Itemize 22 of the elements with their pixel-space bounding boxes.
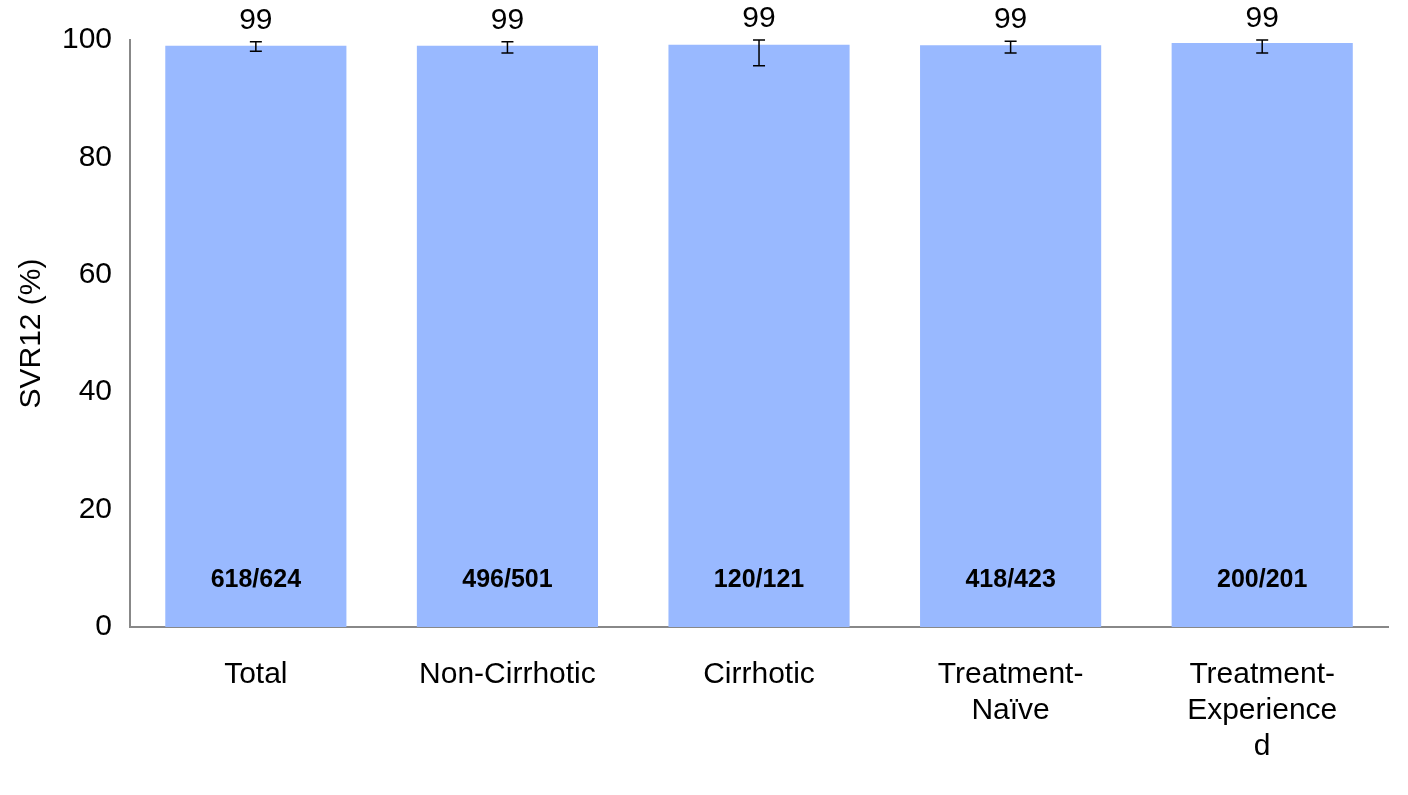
annotation: 120/121	[713, 563, 805, 592]
y-tick-label: 40	[78, 373, 113, 407]
y-tick-label: 80	[78, 138, 113, 172]
y-tick-label: 60	[78, 256, 113, 290]
y-tick-label: 100	[61, 21, 113, 55]
annotation: 618/624	[210, 563, 302, 592]
x-tick-label: Total	[224, 656, 288, 690]
data-label: 99	[1245, 0, 1279, 34]
annotation: 200/201	[1217, 563, 1308, 592]
x-tick-label: Treatment- Experience d	[1187, 656, 1338, 762]
data-label: 99	[993, 1, 1028, 35]
annotation: 418/423	[965, 563, 1056, 592]
y-tick-label: 0	[95, 608, 113, 642]
data-label: 99	[239, 2, 273, 36]
y-axis-title: SVR12 (%)	[13, 258, 47, 409]
data-label: 99	[490, 2, 525, 36]
x-tick-label: Treatment- Naïve	[937, 656, 1084, 726]
data-label: 99	[742, 0, 776, 34]
y-tick-label: 20	[78, 490, 113, 524]
x-tick-label: Non-Cirrhotic	[419, 656, 596, 690]
annotation: 496/501	[462, 563, 553, 592]
x-tick-label: Cirrhotic	[703, 656, 815, 690]
